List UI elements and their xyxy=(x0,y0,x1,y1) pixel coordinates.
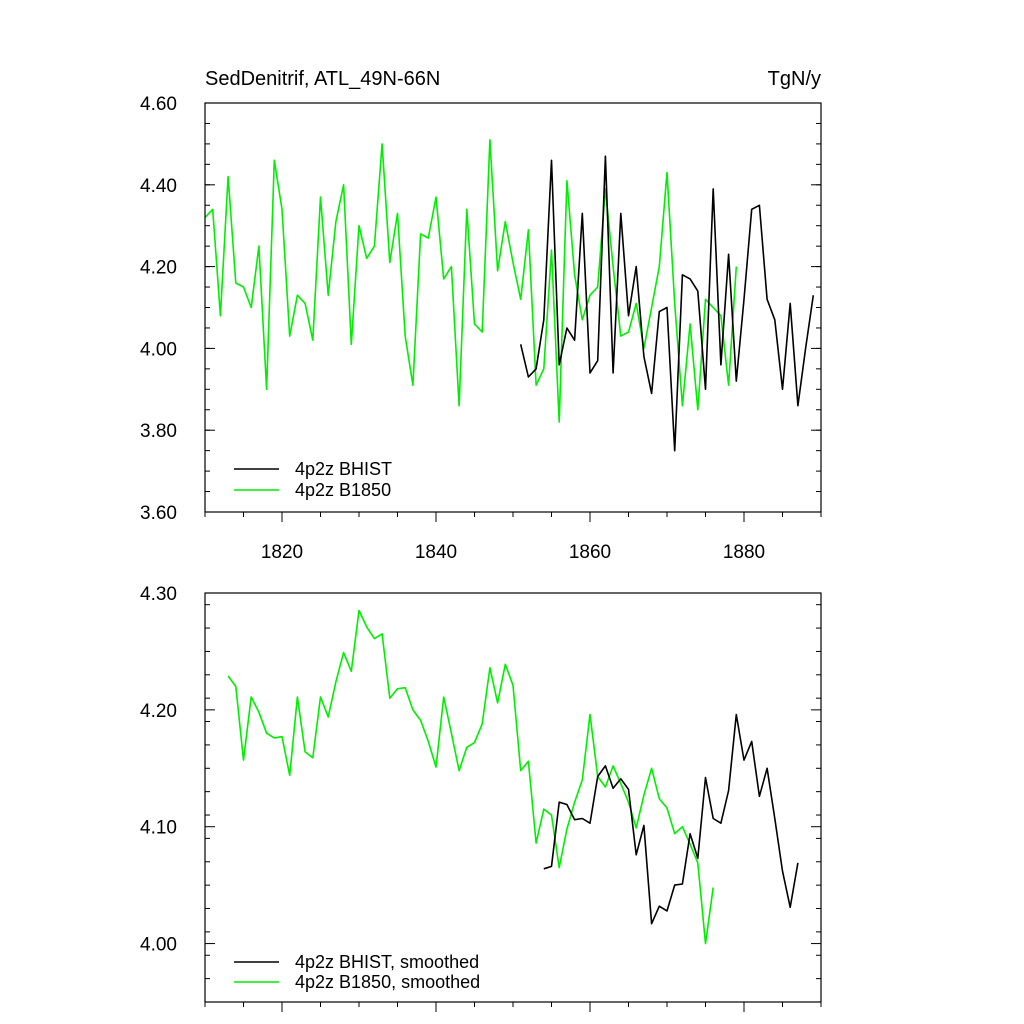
units-label: TgN/y xyxy=(768,68,821,90)
bottom-ytick-label: 4.30 xyxy=(140,584,177,605)
top-ytick-label: 3.80 xyxy=(140,421,177,442)
top-series-line-b1850 xyxy=(204,139,738,423)
top-legend: 4p2z BHIST 4p2z B1850 xyxy=(234,459,392,500)
bottom-ytick-label: 4.10 xyxy=(140,818,177,839)
bottom-series-line-b1850 xyxy=(227,609,714,945)
top-plot-frame xyxy=(204,102,822,513)
bottom-legend: 4p2z BHIST, smoothed 4p2z B1850, smoothe… xyxy=(234,952,480,992)
bottom-plot-frame xyxy=(204,592,822,1003)
top-xtick-label: 1880 xyxy=(723,542,765,563)
legend-label-bhist: 4p2z BHIST xyxy=(295,459,392,479)
bottom-ytick-label: 4.20 xyxy=(140,701,177,722)
top-ytick-label: 4.60 xyxy=(140,94,177,115)
top-series-line-bhist xyxy=(519,155,815,452)
bottom-ticks: 4.00 4.10 4.20 4.30 xyxy=(140,584,822,1012)
chart-title: SedDenitrif, ATL_49N-66N xyxy=(205,68,440,90)
top-xtick-label: 1860 xyxy=(569,542,611,563)
legend-label-b1850-smoothed: 4p2z B1850, smoothed xyxy=(295,972,480,992)
top-xtick-label: 1820 xyxy=(261,542,303,563)
top-xtick-label: 1840 xyxy=(415,542,457,563)
bottom-series-line-bhist xyxy=(543,713,799,925)
top-series xyxy=(204,139,815,452)
bottom-series xyxy=(227,609,799,945)
top-ytick-label: 4.20 xyxy=(140,258,177,279)
bottom-ytick-label: 4.00 xyxy=(140,935,177,956)
legend-label-bhist-smoothed: 4p2z BHIST, smoothed xyxy=(295,952,479,972)
top-ytick-label: 4.00 xyxy=(140,339,177,360)
legend-label-b1850: 4p2z B1850 xyxy=(295,480,391,500)
bottom-panel: 4.00 4.10 4.20 4.30 4p2z BHIST, smoothed 4p… xyxy=(140,584,822,1012)
top-panel: SedDenitrif, ATL_49N-66N TgN/y 3.60 3.80 4… xyxy=(140,68,822,563)
top-ytick-label: 4.40 xyxy=(140,176,177,197)
top-ytick-label: 3.60 xyxy=(140,503,177,524)
